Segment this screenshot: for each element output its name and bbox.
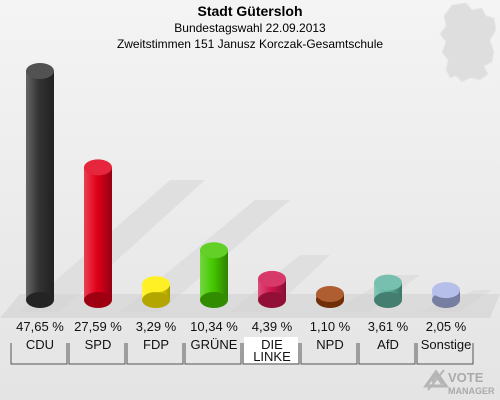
- bar-base: [26, 292, 54, 308]
- logo-text-vote: VOTE: [448, 370, 484, 385]
- value-label: 1,10 %: [310, 319, 351, 334]
- category-bracket: [416, 343, 474, 365]
- bar-top: [316, 286, 344, 302]
- category-label: AfD: [377, 337, 399, 352]
- category-bracket: [300, 343, 358, 365]
- bar-base: [258, 292, 286, 308]
- category-label: LINKE: [253, 349, 291, 364]
- bar-afd: [374, 274, 402, 308]
- votemanager-logo: VOTE MANAGER: [423, 369, 495, 396]
- bar-npd: [316, 286, 344, 308]
- bar-fdp: [142, 276, 170, 308]
- bar-cdu: [26, 63, 54, 308]
- germany-map-icon: [439, 2, 497, 83]
- category-bracket: [126, 343, 184, 365]
- category-label: SPD: [85, 337, 112, 352]
- value-label: 4,39 %: [252, 319, 293, 334]
- category-label: NPD: [316, 337, 343, 352]
- value-label: 3,29 %: [136, 319, 177, 334]
- bar-sonstige: [432, 282, 460, 308]
- category-label: Sonstige: [421, 337, 472, 352]
- value-label: 47,65 %: [16, 319, 64, 334]
- bar-grüne: [200, 242, 228, 308]
- value-labels: 47,65 % 27,59 % 3,29 % 10,34 % 4,39 % 1,10 % 3…: [16, 319, 467, 334]
- value-label: 3,61 %: [368, 319, 409, 334]
- category-bracket: [184, 343, 242, 365]
- value-label: 27,59 %: [74, 319, 122, 334]
- category-label: DIE: [261, 337, 283, 352]
- chart-subtitle-date: Bundestagswahl 22.09.2013: [174, 21, 326, 35]
- bar-spd: [84, 159, 112, 308]
- category-label: CDU: [26, 337, 54, 352]
- value-label: 10,34 %: [190, 319, 238, 334]
- bar-top: [374, 274, 402, 291]
- bar-body: [84, 167, 112, 300]
- bar-top: [258, 270, 286, 287]
- bar-body: [26, 71, 54, 300]
- category-label: FDP: [143, 337, 169, 352]
- logo-text-manager: MANAGER: [448, 386, 495, 396]
- category-bracket: [10, 343, 68, 365]
- bar-base: [374, 292, 402, 308]
- bar-base: [142, 292, 170, 308]
- bar-base: [84, 292, 112, 308]
- bar-die-linke: [258, 270, 286, 308]
- floor-stripe: [20, 180, 205, 312]
- chart-title: Stadt Gütersloh: [197, 3, 302, 19]
- bars: [26, 63, 460, 308]
- chart-subtitle-district: Zweitstimmen 151 Janusz Korczak-Gesamtsc…: [117, 37, 383, 51]
- category-label: GRÜNE: [191, 337, 238, 352]
- category-bracket: [358, 343, 416, 365]
- bar-top: [432, 282, 460, 299]
- floor-band: [0, 294, 500, 318]
- category-bracket: [242, 343, 300, 365]
- category-bracket: [68, 343, 126, 365]
- bar-body: [200, 250, 228, 300]
- category-label-box: [244, 337, 298, 363]
- bar-top: [84, 159, 112, 176]
- bar-top: [200, 242, 228, 259]
- bar-base: [200, 292, 228, 308]
- bar-top: [26, 63, 54, 79]
- bar-top: [142, 276, 170, 293]
- value-label: 2,05 %: [426, 319, 467, 334]
